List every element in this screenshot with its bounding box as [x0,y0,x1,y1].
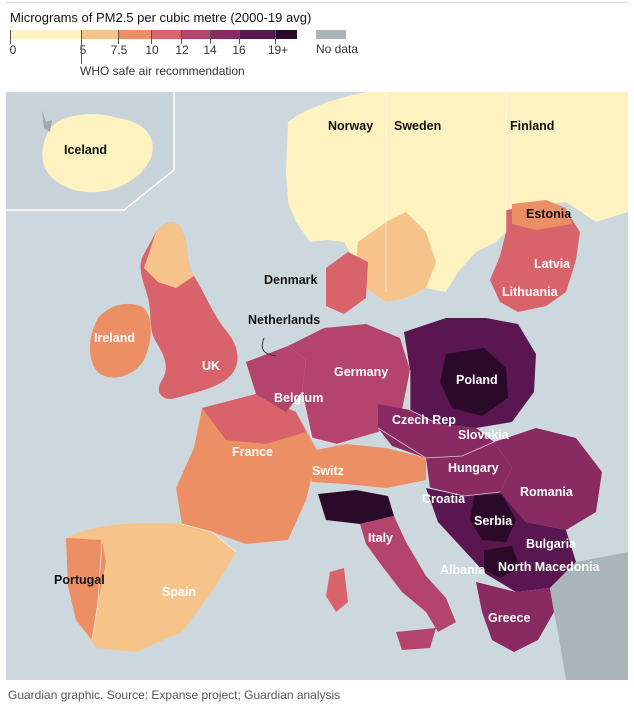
legend-tick [151,30,152,44]
legend-no-data-swatch [316,30,346,39]
label-italy: Italy [368,531,393,545]
label-albania: Albania [440,563,486,577]
label-denmark: Denmark [264,273,318,287]
label-netherlands: Netherlands [248,313,320,327]
legend-swatch-19plus [275,30,297,39]
source-footer: Guardian graphic. Source: Expanse projec… [8,688,341,702]
north-macedonia-core [484,546,520,578]
hungary-land [426,442,512,496]
legend-swatch-7.5-10 [118,30,151,39]
label-finland: Finland [510,119,554,133]
sardinia [326,568,348,612]
romania-land [494,428,602,530]
label-greece: Greece [488,611,530,625]
legend-swatch-14-16 [210,30,239,39]
label-romania: Romania [520,485,574,499]
label-estonia: Estonia [526,207,572,221]
czech-slovakia-land [378,404,494,458]
label-slovakia: Slovakia [458,428,510,442]
poland-core [440,348,508,416]
legend-tick-label: 19+ [267,43,289,57]
map-svg: Iceland Norway Sweden Finland Estonia La… [6,92,628,680]
legend-tick [181,30,182,44]
estonia-land [512,200,572,230]
label-lithuania: Lithuania [502,285,559,299]
denmark-land [326,252,368,314]
label-poland: Poland [456,373,498,387]
baltics-land [490,204,580,312]
iceland-fjords [42,110,52,132]
who-marker-line [81,40,82,64]
label-switz: Switz [312,464,344,478]
label-latvia: Latvia [534,257,571,271]
legend-no-data-label: No data [316,42,359,56]
legend-tick-label: 12 [175,43,189,57]
legend-swatch-12-14 [181,30,210,39]
label-germany: Germany [334,365,388,379]
legend-tick-label: 10 [145,43,159,57]
label-iceland: Iceland [64,143,107,157]
serbia-core [470,494,516,542]
label-spain: Spain [162,585,196,599]
south-sweden [356,212,436,302]
turkey-edge [550,552,628,680]
legend-tick-label: 7.5 [110,43,128,57]
legend-tick [275,30,276,44]
label-portugal: Portugal [54,573,105,587]
po-valley [318,490,394,524]
label-croatia: Croatia [422,492,466,506]
label-hungary: Hungary [448,461,499,475]
legend-tick [81,30,82,44]
legend-tick-label: 5 [79,43,87,57]
iberia-land [66,523,236,652]
greece-land [476,582,554,652]
legend-tick [210,30,211,44]
legend-swatch-0-5 [10,30,81,39]
legend-tick [118,30,119,44]
label-uk: UK [202,359,220,373]
country-borders [91,92,507,641]
legend-swatch-10-12 [151,30,181,39]
label-bulgaria: Bulgaria [526,537,577,551]
legend-tick-label: 0 [9,43,17,57]
legend-tick-label: 14 [203,43,217,57]
ireland-land [89,303,151,378]
label-belgium: Belgium [274,391,323,405]
pm25-europe-map: Iceland Norway Sweden Finland Estonia La… [6,92,628,680]
benelux-land [246,346,306,412]
label-france: France [232,445,273,459]
netherlands-leader-line [261,337,277,357]
iceland-inset [6,92,175,211]
label-north-macedonia: North Macedonia [498,560,600,574]
label-sweden: Sweden [394,119,441,133]
legend-swatch-5-7.5 [81,30,118,39]
italy-land [360,516,456,632]
legend-swatch-16-19 [239,30,275,39]
top-rule [6,2,628,3]
who-recommendation-label: WHO safe air recommendation [80,64,245,78]
label-serbia: Serbia [474,514,513,528]
alps-land [306,444,426,488]
legend-tick-label: 16 [232,43,246,57]
legend-title: Micrograms of PM2.5 per cubic metre (200… [10,10,312,25]
legend-tick [10,30,11,44]
iceland-land [42,114,153,193]
label-norway: Norway [328,119,373,133]
scotland-land [144,222,194,288]
sicily [396,628,436,650]
label-ireland: Ireland [94,331,135,345]
legend-tick [239,30,240,44]
label-czech-rep: Czech Rep [392,413,456,427]
